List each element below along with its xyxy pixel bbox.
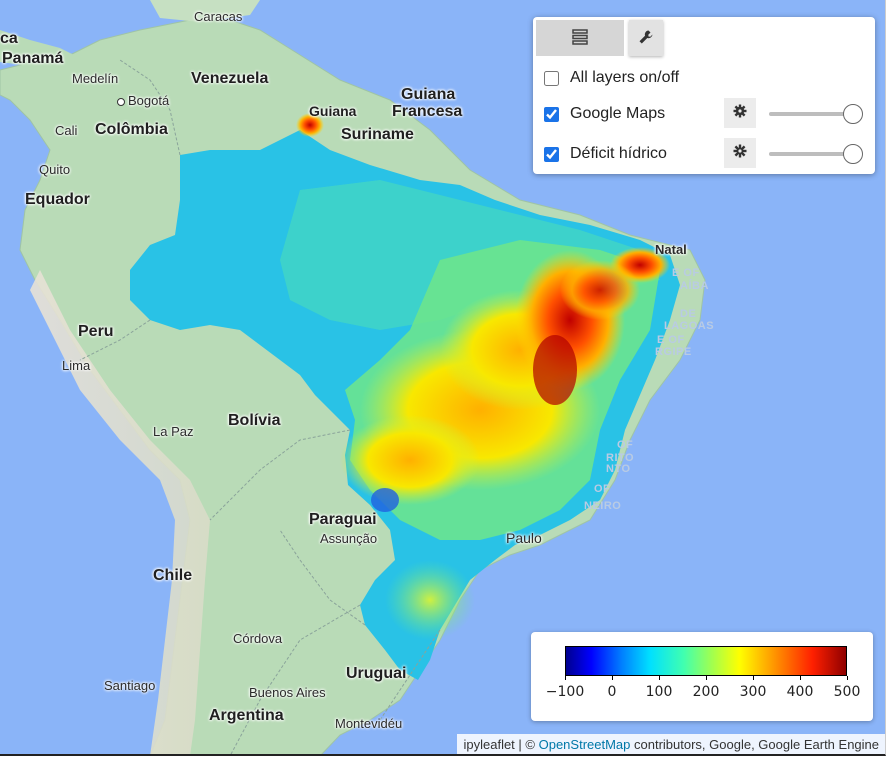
place-label: Chile [153,567,193,584]
place-label: Paulo [506,530,542,546]
attribution-prefix: ipyleaflet | © [463,737,535,752]
slider-knob[interactable] [843,144,863,164]
google-maps-settings-button[interactable] [724,98,756,128]
colorbar-tick [753,676,754,680]
all-layers-label: All layers on/off [570,69,680,86]
place-label: ca [0,30,18,47]
openstreetmap-link[interactable]: OpenStreetMap [538,737,631,752]
place-label: Montevidéu [335,716,403,731]
colorbar-tick [847,676,848,680]
faded-state-label: NTO [606,463,631,475]
place-label: Santiago [104,678,156,693]
layers-tab-button[interactable] [536,20,624,56]
faded-state-label: OF [594,483,611,495]
colorbar [565,646,847,676]
wrench-tab-button[interactable] [629,20,663,56]
deficit-hidrico-opacity-slider[interactable] [769,143,863,165]
colorbar-tick-label: 300 [739,684,767,700]
place-label: Colômbia [95,121,168,138]
place-label: Guiana [401,86,456,103]
colorbar-tick [565,676,566,680]
place-label: Cali [55,123,78,138]
place-label: Buenos Aires [249,685,326,700]
place-label: Panamá [2,50,64,67]
faded-state-label: DE [680,308,697,320]
attribution-suffix: contributors, Google, Google Earth Engin… [634,737,879,752]
faded-state-label: RGIPE [655,346,692,358]
layers-icon [571,28,589,48]
place-label: Venezuela [191,70,269,87]
place-label: Bolívia [228,412,281,429]
colorbar-tick [612,676,613,680]
faded-state-label: E OF [672,267,700,279]
colorbar-tick-label: 200 [692,684,720,700]
slider-knob[interactable] [843,104,863,124]
map-attribution: ipyleaflet | © OpenStreetMap contributor… [457,734,885,754]
place-label: Caracas [194,9,243,24]
colorbar-tick [706,676,707,680]
colorbar-tick [800,676,801,680]
colorbar-tick [659,676,660,680]
colorbar-tick-label: 0 [607,684,617,700]
place-label: Equador [25,191,90,208]
colorbar-tick-label: −100 [545,684,585,700]
colorbar-tick-label: 500 [833,684,861,700]
deficit-hidrico-checkbox[interactable] [544,146,559,162]
place-label: Francesa [392,103,463,120]
slider-track [769,152,855,156]
faded-state-label: LAGOAS [664,320,715,332]
country-borders [79,59,441,754]
place-label: Peru [78,323,114,340]
place-label: Guiana [309,103,357,119]
place-label: Paraguai [309,511,377,528]
faded-state-label: NEIRO [584,500,622,512]
all-layers-checkbox[interactable] [544,70,559,86]
google-maps-opacity-slider[interactable] [769,103,863,125]
place-label: Assunção [320,531,378,546]
place-label: Quito [39,162,71,177]
place-label: La Paz [153,424,194,439]
place-label: Medelín [72,71,119,86]
faded-state-label: OF [617,439,634,451]
place-label: Córdova [233,631,283,646]
gear-icon [733,144,747,163]
colorbar-tick-label: 100 [645,684,673,700]
deficit-hidrico-settings-button[interactable] [724,138,756,168]
all-layers-toggle[interactable]: All layers on/off [544,65,679,91]
place-label: Lima [62,358,91,373]
andes-region [30,270,210,754]
place-label: Uruguai [346,665,407,682]
faded-state-label: E OF [657,334,685,346]
layer-label: Déficit hídrico [570,145,667,162]
slider-track [769,112,855,116]
layer-control-panel: All layers on/off Google Maps Déficit hí… [533,17,875,174]
faded-state-label: RITO [606,452,635,464]
google-maps-checkbox[interactable] [544,106,559,122]
deficit-hidrico-raster [130,113,680,680]
faded-state-label: AÍBA [680,280,709,292]
layer-row-google-maps[interactable]: Google Maps [544,101,665,127]
gear-icon [733,104,747,123]
layer-label: Google Maps [570,105,666,122]
layer-row-deficit-hidrico[interactable]: Déficit hídrico [544,141,667,167]
place-label: Natal [655,242,687,257]
wrench-icon [638,29,654,48]
place-label: Suriname [341,126,414,143]
place-label: Argentina [209,707,284,724]
land-caribbean-coast [150,0,260,22]
colorbar-tick-label: 400 [786,684,814,700]
place-label: Bogotá [117,93,169,108]
land-central-america [0,30,80,70]
colorbar-legend: −100 0 100 200 300 400 500 [531,632,873,721]
